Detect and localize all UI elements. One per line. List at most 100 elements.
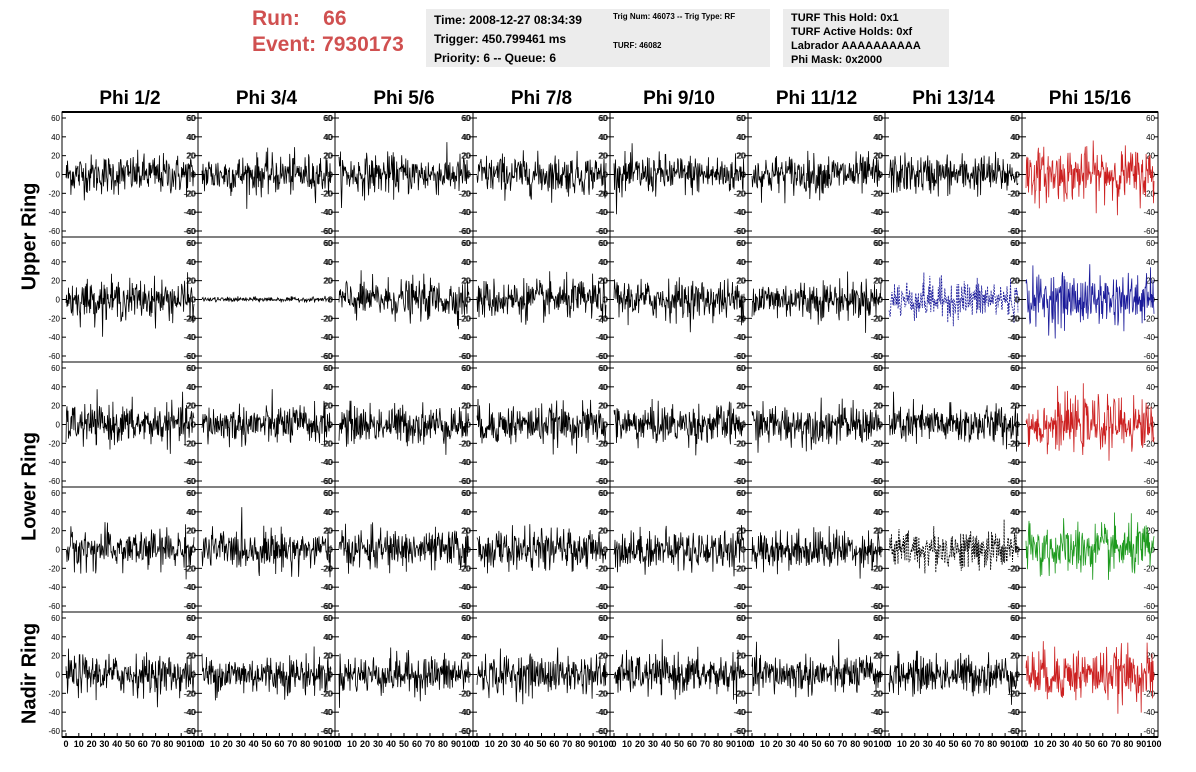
y-tick-label: -20 — [320, 564, 332, 573]
y-tick-label: 60 — [873, 114, 882, 123]
y-tick-label: 60 — [461, 364, 470, 373]
y-tick-label: 20 — [51, 527, 60, 536]
x-tick-label: 0 — [336, 739, 341, 749]
y-tick-label: -20 — [1008, 564, 1020, 573]
y-tick-label: 0 — [741, 546, 746, 555]
waveform-trace — [201, 646, 332, 701]
y-tick-label: -60 — [870, 477, 882, 486]
x-tick-label: 70 — [562, 739, 572, 749]
y-tick-label: -40 — [320, 208, 332, 217]
x-tick-label: 70 — [287, 739, 297, 749]
waveform-trace — [888, 151, 1019, 197]
y-tick-label: 40 — [323, 508, 332, 517]
y-tick-label: 40 — [599, 633, 608, 642]
x-tick-label: 60 — [549, 739, 559, 749]
y-tick-label: -20 — [184, 689, 196, 698]
waveform-panel: -60 -60 -40 -40 -20 -20 0 0 20 20 40 40 60 60 — [184, 236, 336, 363]
y-tick-label: -60 — [458, 227, 470, 236]
y-tick-label: -20 — [734, 689, 746, 698]
y-tick-label: 20 — [461, 652, 470, 661]
y-tick-label: 40 — [324, 383, 333, 392]
y-tick-label: -60 — [1143, 727, 1155, 736]
y-tick-label: -20 — [596, 314, 608, 323]
y-tick-label: 60 — [874, 239, 883, 248]
time-trigger-panel: Time: 2008-12-27 08:34:39 Trigger: 450.7… — [426, 9, 612, 67]
y-tick-label: 40 — [873, 508, 882, 517]
y-tick-label: 20 — [737, 402, 746, 411]
x-tick-label: 40 — [661, 739, 671, 749]
y-tick-label: -20 — [320, 689, 332, 698]
y-tick-label: 0 — [466, 671, 471, 680]
y-tick-label: 0 — [329, 171, 334, 180]
y-tick-label: -20 — [596, 189, 608, 198]
x-tick-label: 30 — [236, 739, 246, 749]
y-tick-label: 0 — [466, 171, 471, 180]
y-tick-label: -60 — [184, 352, 196, 361]
x-tick-label: 10 — [347, 739, 357, 749]
y-tick-label: 40 — [1010, 633, 1019, 642]
y-tick-label: 60 — [186, 364, 195, 373]
y-tick-label: 0 — [192, 421, 197, 430]
waveform-trace — [65, 648, 195, 708]
y-tick-label: 40 — [1011, 508, 1020, 517]
y-tick-label: 60 — [323, 239, 332, 248]
x-tick-label: 10 — [485, 739, 495, 749]
y-tick-label: -20 — [595, 564, 607, 573]
y-tick-label: -20 — [871, 314, 883, 323]
y-tick-label: -60 — [871, 477, 883, 486]
y-tick-label: -40 — [734, 333, 746, 342]
y-tick-label: -60 — [595, 727, 607, 736]
x-tick-label: 40 — [112, 739, 122, 749]
y-tick-label: 20 — [51, 652, 60, 661]
y-tick-label: -40 — [734, 708, 746, 717]
y-tick-label: 20 — [323, 152, 332, 161]
trig-num-panel: Trig Num: 46073 -- Trig Type: RF TURF: 4… — [605, 9, 770, 67]
y-tick-label: 20 — [736, 652, 745, 661]
y-tick-label: 20 — [874, 152, 883, 161]
x-tick-label: 0 — [611, 739, 616, 749]
y-tick-label: -40 — [184, 208, 196, 217]
y-tick-label: 20 — [51, 277, 60, 286]
turf-text: TURF: 46082 — [613, 41, 662, 50]
y-tick-label: -20 — [1007, 439, 1019, 448]
y-tick-label: -60 — [183, 602, 195, 611]
x-tick-label: 10 — [897, 739, 907, 749]
waveform-trace — [476, 398, 607, 455]
x-tick-label: 80 — [575, 739, 585, 749]
y-tick-label: -40 — [458, 208, 470, 217]
x-tick-label: 30 — [511, 739, 521, 749]
y-tick-label: 60 — [462, 239, 471, 248]
y-tick-label: -40 — [734, 208, 746, 217]
y-tick-label: 60 — [598, 364, 607, 373]
waveform-trace — [613, 639, 745, 704]
y-tick-label: -20 — [1143, 689, 1155, 698]
y-tick-label: -40 — [183, 458, 195, 467]
y-tick-label: -40 — [871, 208, 883, 217]
waveform-panel: -60 -60 -40 -40 -20 -20 0 0 20 20 40 40 60 60 — [734, 111, 886, 238]
waveform-panel: -60 -60 -40 -40 -20 -20 0 0 20 20 40 40 60 60 — [321, 111, 474, 238]
y-tick-label: 60 — [461, 239, 470, 248]
y-tick-label: 0 — [1016, 671, 1021, 680]
y-tick-label: -60 — [459, 227, 471, 236]
y-tick-label: 40 — [461, 508, 470, 517]
y-tick-label: -20 — [733, 189, 745, 198]
y-tick-label: 40 — [598, 133, 607, 142]
y-tick-label: -40 — [595, 708, 607, 717]
y-tick-label: -60 — [321, 602, 333, 611]
y-tick-label: 60 — [462, 364, 471, 373]
y-tick-label: 0 — [741, 296, 746, 305]
y-tick-label: -60 — [321, 227, 333, 236]
waveform-panel: -60 -60 -40 -40 -20 -20 0 0 20 20 40 40 60 60 — [48, 486, 199, 613]
y-tick-label: 20 — [736, 152, 745, 161]
y-tick-label: -40 — [183, 333, 195, 342]
waveform-trace — [201, 295, 332, 303]
y-tick-label: 60 — [462, 614, 471, 623]
x-tick-label: 100 — [186, 739, 201, 749]
y-tick-label: 0 — [467, 546, 472, 555]
y-tick-label: -60 — [596, 227, 608, 236]
y-tick-label: -20 — [458, 564, 470, 573]
y-tick-label: -60 — [321, 477, 333, 486]
y-tick-label: -40 — [48, 333, 60, 342]
y-tick-label: -40 — [48, 208, 60, 217]
